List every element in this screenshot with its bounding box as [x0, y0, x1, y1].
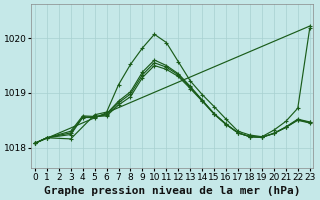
X-axis label: Graphe pression niveau de la mer (hPa): Graphe pression niveau de la mer (hPa) [44, 186, 300, 196]
